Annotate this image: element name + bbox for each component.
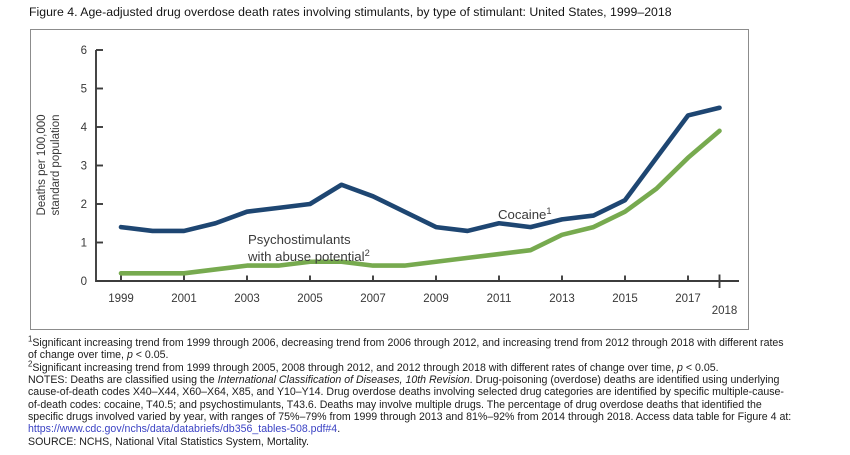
italic-text: International Classification of Diseases…	[217, 374, 470, 387]
footnote-text: Significant increasing trend from 1999 t…	[32, 361, 678, 374]
footnote-marker: 1	[28, 334, 33, 344]
y-tick-label: 5	[81, 84, 87, 96]
y-tick-label: 6	[81, 45, 87, 57]
footnote-text: . Drug-poisoning (overdose) deaths are i…	[28, 374, 792, 424]
y-tick-label: 3	[81, 161, 87, 173]
y-tick-label: 0	[81, 276, 87, 288]
x-tick-label: 2007	[360, 293, 386, 305]
x-tick-label: 1999	[108, 293, 134, 305]
footnote-marker: 2	[28, 359, 33, 369]
x-tick-label: 2001	[171, 293, 197, 305]
x-tick-label: 2013	[549, 293, 575, 305]
footnote-text: .	[337, 423, 341, 436]
footnote-text: Significant increasing trend from 1999 t…	[28, 337, 784, 362]
figure-title: Figure 4. Age-adjusted drug overdose dea…	[29, 5, 672, 19]
x-tick-label: 2005	[297, 293, 323, 305]
notes: NOTES: Deaths are classified using the I…	[28, 374, 794, 436]
footnote-text: NOTES: Deaths are classified using the	[28, 374, 218, 387]
psychostimulants-label: Psychostimulants	[248, 232, 351, 247]
y-tick-label: 4	[81, 122, 88, 134]
psychostimulants-line	[118, 128, 722, 276]
x-tick-label: 2009	[423, 293, 449, 305]
cocaine-line	[118, 105, 722, 234]
axes	[95, 50, 739, 282]
x-tick-label: 2011	[487, 293, 512, 305]
y-tick-label: 1	[81, 238, 87, 250]
psychostimulants-label: with abuse potential2	[247, 248, 370, 264]
x-tick-label: 2003	[234, 293, 260, 305]
footnote-2: 2Significant increasing trend from 1999 …	[28, 359, 794, 374]
footnotes: 1Significant increasing trend from 1999 …	[28, 334, 794, 448]
footnote-text: < 0.05.	[132, 349, 169, 362]
chart-frame: 0 1 2 3 4 5 6 1999 2001 2003 2005 2007 2009 2011 2013 2…	[30, 29, 749, 330]
footnote-1: 1Significant increasing trend from 1999 …	[28, 334, 794, 362]
data-table-link[interactable]: https://www.cdc.gov/nchs/data/databriefs…	[28, 423, 338, 436]
line-chart: 0 1 2 3 4 5 6 1999 2001 2003 2005 2007 2009 2011 2013 2…	[36, 45, 739, 317]
footnote-text: < 0.05.	[682, 361, 719, 374]
italic-text: p	[126, 349, 133, 362]
x-tick-label: 2017	[675, 293, 701, 305]
y-axis-title: Deaths per 100,000	[36, 114, 48, 215]
italic-text: p	[677, 361, 683, 374]
footnote-text: SOURCE: NCHS, National Vital Statistics …	[28, 435, 310, 448]
x-tick-label: 2018	[712, 305, 738, 317]
y-tick-label: 2	[81, 199, 87, 211]
source: SOURCE: NCHS, National Vital Statistics …	[28, 436, 794, 448]
cocaine-label: Cocaine1	[498, 206, 552, 222]
x-tick-label: 2015	[612, 293, 638, 305]
y-axis-title: standard population	[50, 114, 62, 215]
